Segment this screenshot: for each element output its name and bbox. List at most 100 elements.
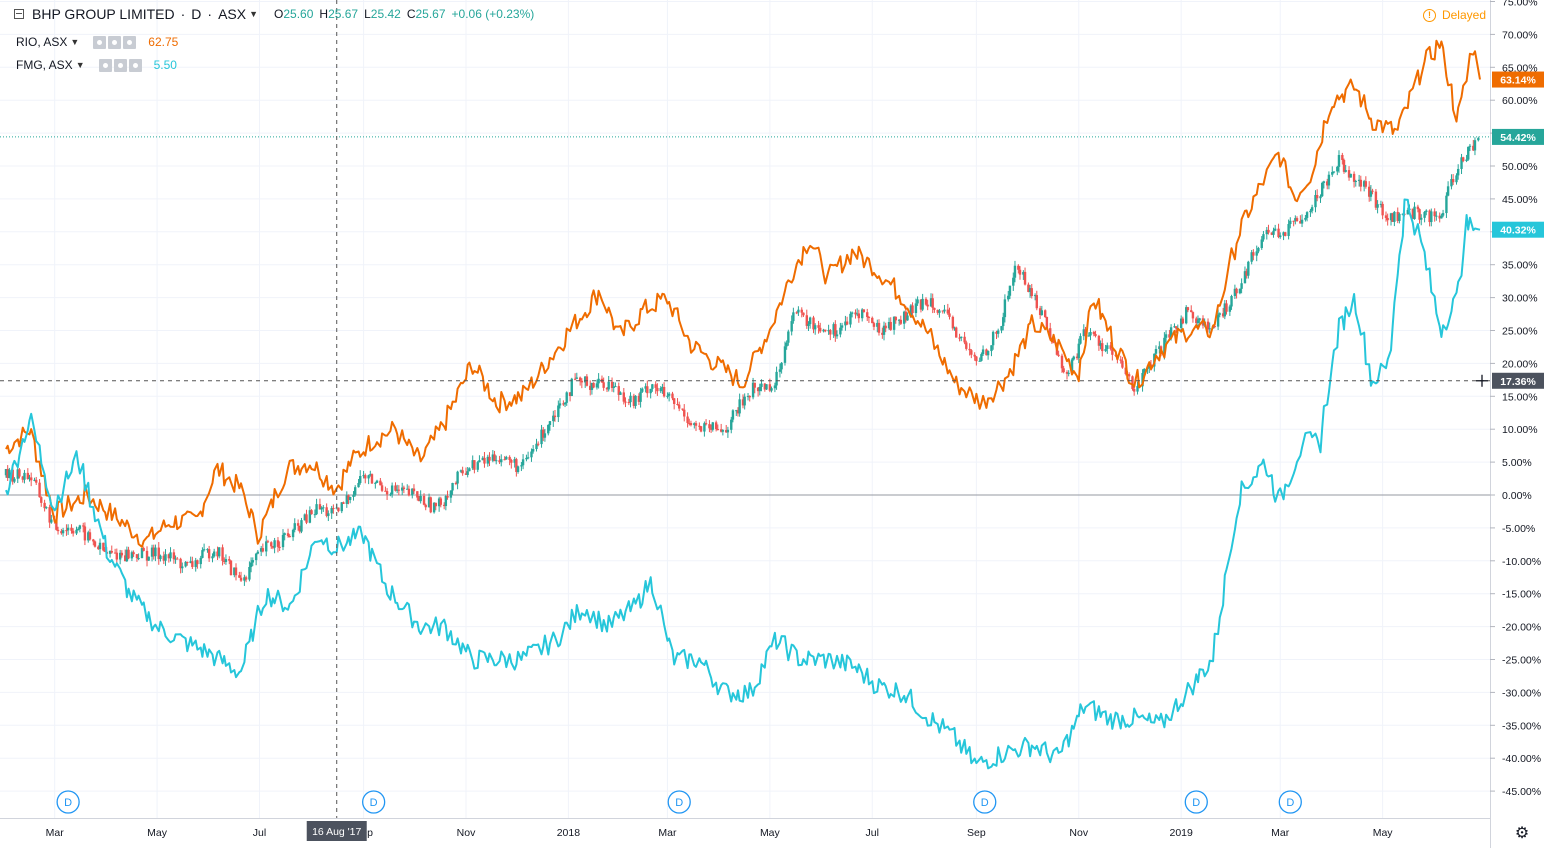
candle-body	[1299, 221, 1302, 224]
candle-body	[87, 532, 90, 541]
candle-body	[238, 575, 241, 578]
y-tick-label: 65.00%	[1502, 62, 1538, 74]
candle-body	[40, 497, 43, 503]
candle-body	[6, 468, 9, 478]
candle-body	[1282, 232, 1285, 236]
close-icon[interactable]	[123, 35, 137, 49]
delayed-indicator[interactable]: ! Delayed	[1422, 8, 1486, 22]
candle-body	[1132, 388, 1136, 392]
candle-body	[473, 460, 476, 470]
candle-body	[273, 540, 276, 548]
dividend-marker	[1184, 790, 1208, 814]
collapse-legend-button[interactable]	[14, 9, 24, 19]
candle-body	[1440, 215, 1443, 219]
candle-body	[746, 395, 750, 397]
candle-body	[792, 312, 795, 322]
settings-icon[interactable]	[108, 35, 122, 49]
candle-body	[1049, 328, 1052, 338]
crosshair-price-label	[1492, 372, 1544, 389]
eye-icon[interactable]	[98, 58, 112, 72]
candle-body	[26, 472, 30, 479]
candle-body	[882, 325, 886, 335]
candle-body	[1315, 195, 1319, 199]
candle-body	[1473, 140, 1477, 151]
x-tick-label: May	[760, 827, 781, 839]
candle-body	[542, 429, 545, 438]
candle-body	[1106, 345, 1109, 349]
compare-symbol[interactable]: FMG, ASX	[16, 58, 73, 72]
candle-body	[531, 449, 535, 452]
candle-body	[147, 556, 150, 561]
candle-body	[552, 415, 555, 422]
candle-body	[877, 322, 881, 333]
eye-icon[interactable]	[93, 35, 107, 49]
x-tick-label: 2018	[557, 827, 581, 839]
candle-body	[1352, 173, 1356, 182]
compare-legend-rio: RIO, ASX ▼ 62.75	[16, 35, 178, 49]
candle-body	[1310, 207, 1314, 211]
candle-body	[243, 577, 246, 581]
candle-body	[916, 299, 919, 304]
chevron-down-icon[interactable]: ▼	[75, 60, 85, 70]
candle-body	[491, 454, 495, 461]
exchange-label[interactable]: ASX	[218, 6, 247, 22]
candle-body	[1163, 337, 1166, 355]
candle-body	[651, 384, 654, 389]
candle-body	[55, 520, 58, 530]
candle-body	[1121, 360, 1124, 368]
chevron-down-icon[interactable]: ▼	[249, 9, 259, 19]
candle-body	[1337, 154, 1341, 167]
candle-body	[266, 541, 270, 543]
interval-label[interactable]: D	[191, 6, 202, 22]
candle-body	[417, 497, 421, 502]
candle-body	[93, 541, 97, 547]
candle-body	[184, 561, 187, 567]
candle-body	[738, 399, 741, 414]
candle-body	[137, 558, 140, 560]
y-tick-label: -15.00%	[1502, 589, 1541, 601]
candle-body	[1018, 269, 1022, 275]
candle-body	[1465, 159, 1468, 162]
compare-symbol[interactable]: RIO, ASX	[16, 35, 68, 49]
x-tick-label: Nov	[457, 827, 476, 839]
candle-body	[434, 502, 437, 507]
candle-body	[471, 460, 474, 469]
last-value-text: 63.14%	[1500, 75, 1536, 87]
candle-body	[50, 519, 53, 523]
gear-icon[interactable]: ⚙	[1514, 825, 1530, 842]
candle-body	[446, 495, 449, 498]
close-icon[interactable]	[128, 58, 142, 72]
candle-body	[1305, 212, 1309, 218]
candle-body	[216, 551, 219, 557]
candle-body	[176, 558, 179, 560]
candle-body	[622, 392, 626, 402]
candle-body	[439, 498, 443, 505]
candle-body	[98, 542, 102, 550]
candle-body	[1460, 157, 1463, 169]
candle-body	[18, 469, 21, 477]
candle-body	[857, 313, 861, 319]
candle-body	[562, 403, 565, 405]
candle-body	[894, 316, 897, 321]
symbol-title[interactable]: BHP GROUP LIMITED	[32, 6, 175, 22]
candle-body	[432, 502, 436, 513]
candle-body	[807, 324, 810, 326]
candle-body	[201, 550, 204, 558]
candle-body	[985, 349, 988, 356]
candle-body	[1300, 219, 1304, 224]
y-tick-label: 50.00%	[1502, 161, 1538, 173]
candle-body	[1435, 215, 1438, 217]
x-tick-label: May	[147, 827, 168, 839]
candle-body	[667, 393, 671, 396]
candle-body	[530, 451, 533, 458]
dividend-marker-label: D	[1192, 797, 1200, 809]
candle-body	[486, 456, 490, 464]
chevron-down-icon[interactable]: ▼	[70, 37, 80, 47]
candle-body	[678, 404, 681, 409]
candle-body	[1233, 288, 1237, 297]
candle-body	[224, 559, 228, 562]
settings-icon[interactable]	[113, 58, 127, 72]
candle-body	[963, 336, 966, 343]
candle-body	[730, 419, 733, 430]
